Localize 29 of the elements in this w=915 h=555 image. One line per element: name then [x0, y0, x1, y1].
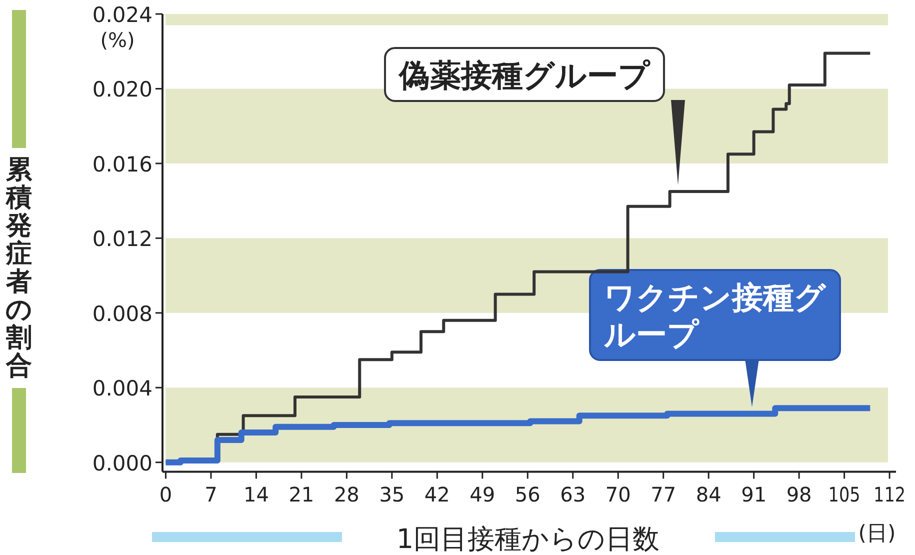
x-tick-label: 42 [424, 482, 450, 507]
x-tick-label: 63 [560, 482, 586, 507]
x-tick-label: 112 [874, 482, 912, 507]
x-tick-label: 77 [650, 482, 676, 507]
y-tick-label: 0.020 [92, 78, 152, 102]
y-tick-label: 0.000 [92, 451, 152, 476]
y-tick-label: 0.016 [92, 152, 152, 176]
x-tick-label: 0 [159, 482, 172, 507]
series-label: ワクチン接種グループ [603, 280, 827, 353]
text: (%) [100, 28, 135, 52]
x-tick-label: 7 [204, 482, 218, 507]
x-tick-label: 70 [605, 482, 631, 507]
x-tick-label: 14 [243, 482, 269, 507]
text: (日) [858, 521, 896, 545]
x-tick-label: 21 [288, 482, 314, 507]
x-tick-label: 91 [741, 482, 767, 507]
x-tick-label: 84 [696, 482, 722, 507]
x-tick-label: 56 [514, 482, 540, 507]
x-tick-label: 98 [786, 482, 812, 507]
y-tick-label: 0.004 [92, 376, 152, 401]
y-tick-label: 0.008 [92, 302, 152, 326]
y-tick-label: 0.024 [92, 3, 152, 27]
x-tick-label: 49 [470, 482, 496, 507]
x-tick-label: 35 [379, 482, 405, 507]
x-tick-label: 105 [828, 482, 866, 507]
x-axis-title: 1回目接種からの日数 [396, 524, 660, 555]
y-tick-label: 0.012 [92, 227, 152, 252]
x-tick-label: 28 [334, 482, 360, 507]
y-axis-title: 累積発症者の割合 [5, 155, 33, 381]
